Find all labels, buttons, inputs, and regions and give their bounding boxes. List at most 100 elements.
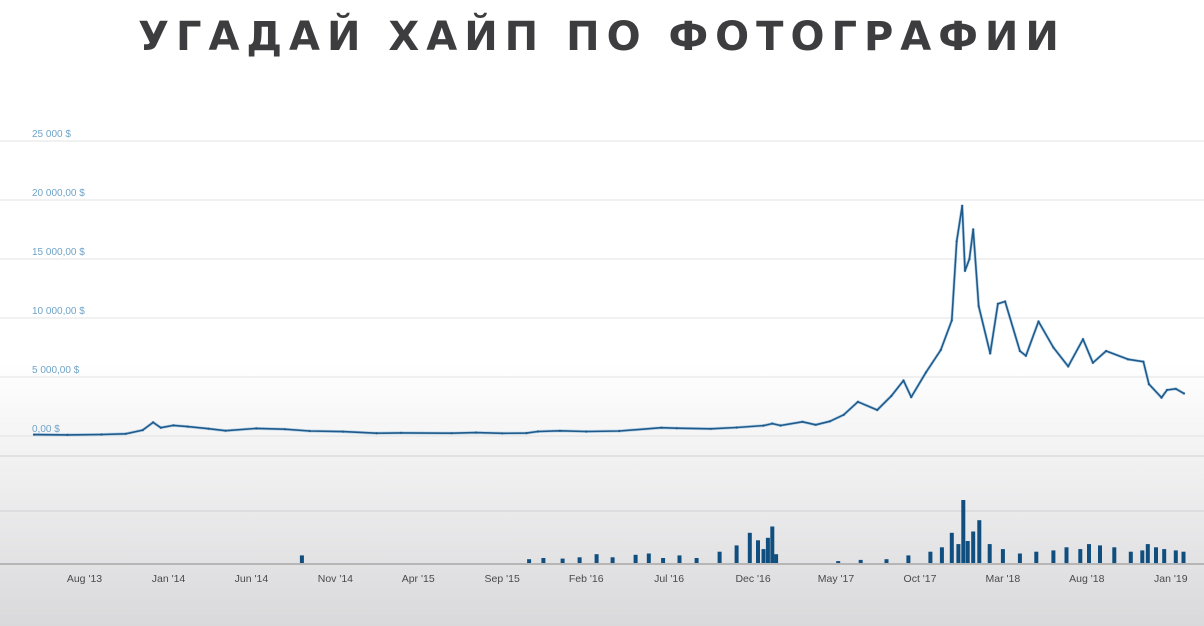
price-point bbox=[1174, 387, 1177, 390]
price-point bbox=[856, 400, 860, 403]
volume-bar bbox=[299, 555, 304, 563]
price-point bbox=[968, 257, 971, 261]
price-point bbox=[1037, 320, 1040, 323]
price-point bbox=[501, 432, 504, 435]
price-point bbox=[939, 348, 942, 351]
price-point bbox=[1182, 392, 1186, 395]
volume-bar bbox=[836, 561, 841, 563]
price-point bbox=[762, 424, 765, 427]
price-point bbox=[1081, 338, 1085, 341]
price-point bbox=[341, 430, 345, 433]
price-point bbox=[1004, 300, 1007, 303]
y-tick-label: 15 000,00 $ bbox=[32, 247, 85, 258]
volume-bar bbox=[949, 532, 954, 563]
x-tick-label: Mar '18 bbox=[986, 573, 1021, 585]
price-point bbox=[224, 429, 227, 432]
volume-bar bbox=[1017, 553, 1022, 563]
price-point bbox=[172, 424, 175, 427]
volume-bar bbox=[577, 557, 582, 563]
price-point bbox=[159, 426, 162, 429]
price-point bbox=[124, 432, 127, 435]
price-point bbox=[1142, 360, 1145, 363]
price-point bbox=[1018, 349, 1022, 353]
volume-bar bbox=[1140, 550, 1145, 563]
price-point bbox=[1160, 396, 1163, 399]
price-point bbox=[66, 433, 69, 436]
price-series-line bbox=[33, 205, 1185, 436]
volume-bar bbox=[987, 544, 992, 563]
price-point bbox=[955, 240, 958, 243]
volume-bar bbox=[971, 531, 976, 563]
price-point bbox=[996, 302, 1000, 305]
volume-bar bbox=[734, 545, 739, 563]
volume-bar bbox=[1051, 550, 1056, 563]
price-point bbox=[558, 429, 562, 432]
volume-bar bbox=[694, 558, 699, 563]
volume-bar bbox=[977, 520, 982, 563]
price-point bbox=[876, 408, 879, 412]
volume-bar bbox=[1034, 551, 1039, 563]
volume-bar bbox=[610, 557, 615, 563]
volume-bar bbox=[646, 553, 651, 563]
price-point bbox=[400, 431, 403, 434]
price-point bbox=[255, 427, 258, 430]
volume-bar bbox=[541, 558, 546, 563]
volume-bar bbox=[1078, 549, 1083, 563]
volume-bar bbox=[884, 559, 889, 563]
volume-bar bbox=[717, 551, 722, 563]
volume-bar bbox=[1173, 550, 1178, 563]
price-point bbox=[1052, 346, 1055, 349]
y-tick-label: 10 000,00 $ bbox=[32, 306, 85, 317]
x-tick-label: May '17 bbox=[818, 573, 855, 585]
price-point bbox=[989, 352, 992, 355]
volume-bar bbox=[1098, 545, 1102, 563]
x-tick-label: Jan '19 bbox=[1154, 573, 1188, 585]
price-point bbox=[910, 396, 913, 399]
price-point bbox=[308, 429, 311, 433]
price-point bbox=[1024, 354, 1027, 357]
volume-bar bbox=[1112, 547, 1117, 564]
x-tick-label: Jan '14 bbox=[152, 573, 186, 585]
price-point bbox=[1067, 365, 1070, 368]
price-point bbox=[207, 427, 210, 430]
x-tick-label: Aug '18 bbox=[1069, 573, 1104, 585]
price-point bbox=[474, 431, 477, 434]
price-point bbox=[32, 433, 36, 436]
price-point bbox=[525, 432, 528, 435]
volume-bar bbox=[961, 500, 966, 563]
volume-bar bbox=[661, 558, 666, 563]
price-point bbox=[450, 432, 453, 435]
price-point bbox=[963, 269, 967, 272]
y-axis-ticks: 0,00 $ 5 000,00 $ 10 000,00 $ 15 000,00 $ 20… bbox=[32, 129, 85, 435]
price-point bbox=[977, 305, 980, 308]
volume-bar bbox=[906, 555, 911, 563]
price-line bbox=[32, 204, 1186, 437]
price-point bbox=[618, 429, 621, 433]
volume-bar bbox=[1181, 551, 1186, 563]
price-point bbox=[771, 422, 774, 425]
y-tick-label: 25 000 $ bbox=[32, 129, 71, 140]
price-point bbox=[1147, 383, 1150, 386]
price-point bbox=[961, 204, 964, 207]
price-point bbox=[735, 426, 738, 429]
x-tick-label: Sep '15 bbox=[485, 573, 520, 585]
chart-gridlines bbox=[0, 140, 1204, 565]
price-point bbox=[902, 379, 905, 382]
y-tick-label: 20 000,00 $ bbox=[32, 188, 85, 199]
volume-bar bbox=[928, 551, 933, 563]
price-point bbox=[1105, 349, 1108, 353]
price-point bbox=[100, 433, 103, 436]
x-tick-label: Dec '16 bbox=[735, 573, 770, 585]
price-point bbox=[828, 420, 832, 423]
volume-bar bbox=[560, 558, 565, 563]
x-tick-label: Nov '14 bbox=[318, 573, 353, 585]
volume-bar bbox=[633, 554, 638, 563]
volume-bar bbox=[594, 554, 599, 563]
y-tick-label: 0,00 $ bbox=[32, 424, 60, 435]
x-tick-label: Jul '16 bbox=[654, 573, 684, 585]
volume-bar bbox=[965, 541, 970, 563]
volume-bar bbox=[747, 532, 752, 563]
price-point bbox=[141, 429, 144, 432]
x-tick-label: Apr '15 bbox=[402, 573, 435, 585]
